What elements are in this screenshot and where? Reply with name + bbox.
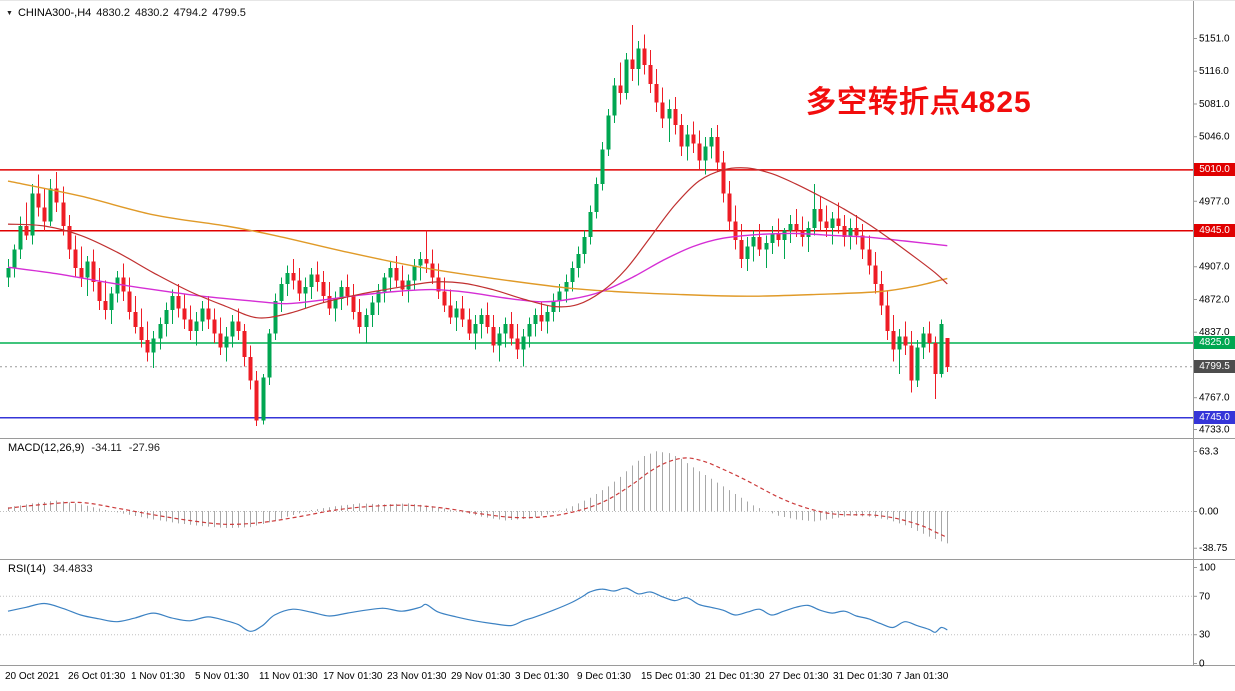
svg-text:31 Dec 01:30: 31 Dec 01:30 [833,671,893,682]
svg-text:7 Jan 01:30: 7 Jan 01:30 [896,671,949,682]
svg-text:1 Nov 01:30: 1 Nov 01:30 [131,671,185,682]
chart-title: ▼ CHINA300-,H4 4830.2 4830.2 4794.2 4799… [6,7,246,19]
triangle-icon: ▼ [6,9,13,17]
macd-indicator [0,451,1193,544]
macd-main-value: -34.11 [91,442,122,454]
svg-text:27 Dec 01:30: 27 Dec 01:30 [769,671,829,682]
macd-signal-value: -27.96 [128,442,160,454]
price-tag-4945: 4945.0 [1194,224,1235,238]
svg-text:5 Nov 01:30: 5 Nov 01:30 [195,671,249,682]
svg-text:15 Dec 01:30: 15 Dec 01:30 [641,671,701,682]
current-price-tag: 4799.5 [1194,360,1235,374]
svg-text:5046.0: 5046.0 [1199,132,1230,143]
svg-text:4837.0: 4837.0 [1199,327,1230,338]
candlestick-series [6,24,950,427]
svg-text:23 Nov 01:30: 23 Nov 01:30 [387,671,447,682]
rsi-label: RSI(14) 34.4833 [8,563,93,575]
macd-label: MACD(12,26,9) -34.11 -27.96 [8,442,160,454]
time-axis[interactable] [0,665,1235,691]
ohlc-low: 4794.2 [173,7,208,19]
ohlc-close: 4799.5 [212,7,246,19]
svg-text:21 Dec 01:30: 21 Dec 01:30 [705,671,765,682]
svg-text:100: 100 [1199,563,1216,574]
svg-text:4872.0: 4872.0 [1199,294,1230,305]
svg-text:5081.0: 5081.0 [1199,99,1230,110]
rsi-name: RSI(14) [8,563,46,575]
annotation-text: 多空转折点4825 [806,86,1032,119]
price-tag-4825: 4825.0 [1194,336,1235,350]
svg-text:5116.0: 5116.0 [1199,66,1229,77]
y-axis-labels: 5151.0 5116.0 5081.0 5046.0 4977.0 4907.0 4872… [1193,34,1230,670]
macd-name: MACD(12,26,9) [8,442,85,454]
price-tag-4745: 4745.0 [1194,411,1235,425]
svg-text:11 Nov 01:30: 11 Nov 01:30 [259,671,318,682]
svg-text:5151.0: 5151.0 [1199,34,1230,45]
rsi-value: 34.4833 [52,563,93,575]
panel-borders [0,1,1235,666]
ma-fast-line [7,167,948,319]
svg-text:-38.75: -38.75 [1199,543,1228,554]
horizontal-lines [0,169,1193,419]
svg-text:0.00: 0.00 [1199,507,1219,518]
svg-text:30: 30 [1199,630,1211,641]
ma-slow-line [7,180,948,297]
svg-text:3 Dec 01:30: 3 Dec 01:30 [515,671,569,682]
symbol-period-label: CHINA300-,H4 [17,7,92,19]
ma-mid-line [7,232,948,305]
svg-text:4977.0: 4977.0 [1199,196,1230,207]
rsi-indicator [0,587,1193,636]
ohlc-open: 4830.2 [96,7,130,19]
svg-text:26 Oct 01:30: 26 Oct 01:30 [68,671,126,682]
svg-text:29 Nov 01:30: 29 Nov 01:30 [451,671,511,682]
svg-text:4907.0: 4907.0 [1199,262,1230,273]
price-tag-5010: 5010.0 [1194,163,1235,177]
svg-text:17 Nov 01:30: 17 Nov 01:30 [323,671,383,682]
svg-text:4767.0: 4767.0 [1199,393,1230,404]
svg-text:63.3: 63.3 [1199,447,1219,458]
ohlc-high: 4830.2 [134,7,169,19]
svg-text:9 Dec 01:30: 9 Dec 01:30 [577,671,631,682]
svg-text:0: 0 [1199,659,1205,670]
x-axis-labels: 20 Oct 2021 26 Oct 01:30 1 Nov 01:30 5 Nov … [5,671,949,682]
svg-text:20 Oct 2021: 20 Oct 2021 [5,671,60,682]
svg-text:70: 70 [1199,591,1211,602]
svg-text:4733.0: 4733.0 [1199,425,1230,436]
price-axis[interactable] [1193,1,1235,665]
